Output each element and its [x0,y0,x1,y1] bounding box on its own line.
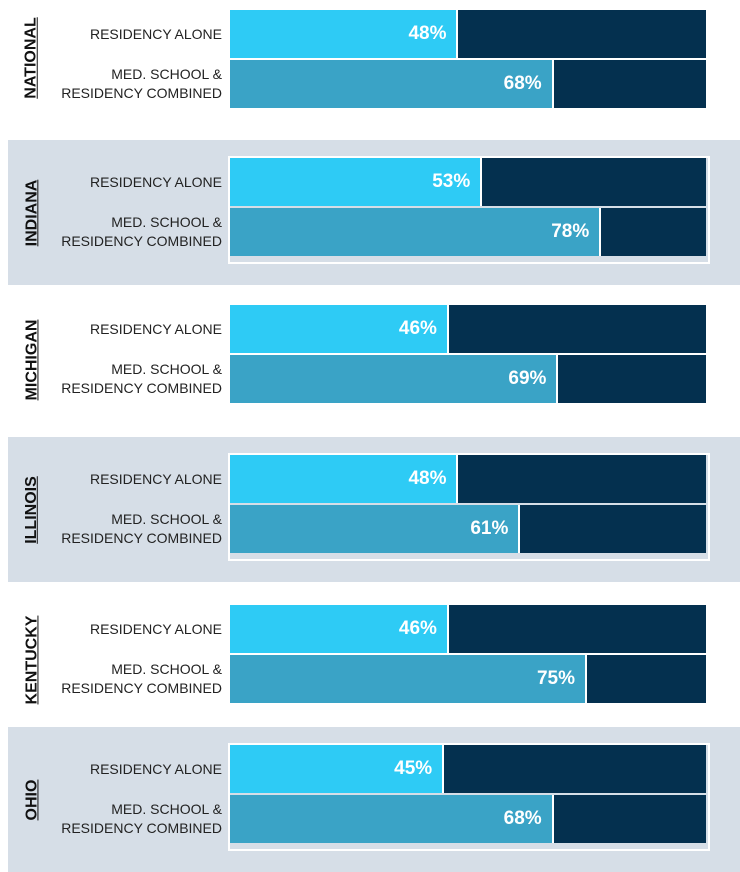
region-label-box: NATIONAL [12,0,52,115]
category-label: RESIDENCY ALONE [89,620,222,637]
bar-track: 68% [230,795,706,843]
value-label: 46% [398,318,437,339]
category-label: RESIDENCY ALONE [89,173,222,190]
value-label: 69% [508,368,547,389]
bar [230,305,449,353]
value-label: 46% [398,618,437,639]
value-label: 68% [503,808,542,829]
category-label: MED. SCHOOL & RESIDENCY COMBINED [61,511,222,546]
region-label-box: KENTUCKY [12,587,52,732]
region-label: ILLINOIS [23,475,40,544]
value-label: 48% [408,468,447,489]
category-label: RESIDENCY ALONE [89,320,222,337]
category-label: MED. SCHOOL & RESIDENCY COMBINED [61,66,222,101]
value-label: 48% [408,23,447,44]
bar-track: 69% [230,355,706,403]
bar-track: 75% [230,655,706,703]
bar-track: 48% [230,10,706,58]
bar [230,745,445,793]
region-panel: MICHIGAN RESIDENCY ALONE 46% MED. SCHOOL & … [8,287,740,432]
bar-track: 48% [230,455,706,503]
bar-track: 61% [230,505,706,553]
bar-track: 46% [230,305,706,353]
region-label-box: INDIANA [12,140,52,285]
category-label: RESIDENCY ALONE [89,25,222,42]
category-label: MED. SCHOOL & RESIDENCY COMBINED [61,661,222,696]
category-label: MED. SCHOOL & RESIDENCY COMBINED [61,801,222,836]
region-label: MICHIGAN [23,319,41,400]
bar [230,355,559,403]
bar-track: 46% [230,605,706,653]
category-label: MED. SCHOOL & RESIDENCY COMBINED [61,361,222,396]
region-label: INDIANA [23,179,41,246]
bar-frame [228,453,710,561]
bar-frame [228,156,710,264]
bar [230,795,554,843]
category-label: RESIDENCY ALONE [89,760,222,777]
bar-track: 78% [230,208,706,256]
bar-frame [228,303,710,411]
value-label: 61% [470,518,509,539]
bar [230,455,459,503]
region-label-box: ILLINOIS [12,437,52,582]
region-label-box: OHIO [12,727,52,872]
region-panel: OHIO RESIDENCY ALONE 45% MED. SCHOOL & RESI… [8,727,740,872]
bar-frame [228,743,710,851]
bar-track: 68% [230,60,706,108]
bar [230,208,602,256]
category-label: RESIDENCY ALONE [89,470,222,487]
bar [230,655,587,703]
value-label: 75% [536,668,575,689]
region-panel: KENTUCKY RESIDENCY ALONE 46% MED. SCHOOL & … [8,587,740,732]
bar [230,60,554,108]
bar [230,505,521,553]
bar-track: 53% [230,158,706,206]
region-label: NATIONAL [23,16,40,99]
value-label: 78% [551,221,590,242]
bar [230,605,449,653]
region-panel: INDIANA RESIDENCY ALONE 53% MED. SCHOOL & R… [8,140,740,285]
region-label-box: MICHIGAN [12,287,52,432]
value-label: 45% [394,758,433,779]
region-label: KENTUCKY [23,615,41,704]
category-label: MED. SCHOOL & RESIDENCY COMBINED [61,214,222,249]
region-label: OHIO [23,779,41,820]
bar [230,10,459,58]
region-panel: NATIONAL RESIDENCY ALONE 48% MED. SCHOOL & … [8,0,740,115]
value-label: 68% [503,73,542,94]
region-panel: ILLINOIS RESIDENCY ALONE 48% MED. SCHOOL & … [8,437,740,582]
bar-frame [228,603,710,711]
bar-track: 45% [230,745,706,793]
bar [230,158,483,206]
value-label: 53% [432,171,471,192]
